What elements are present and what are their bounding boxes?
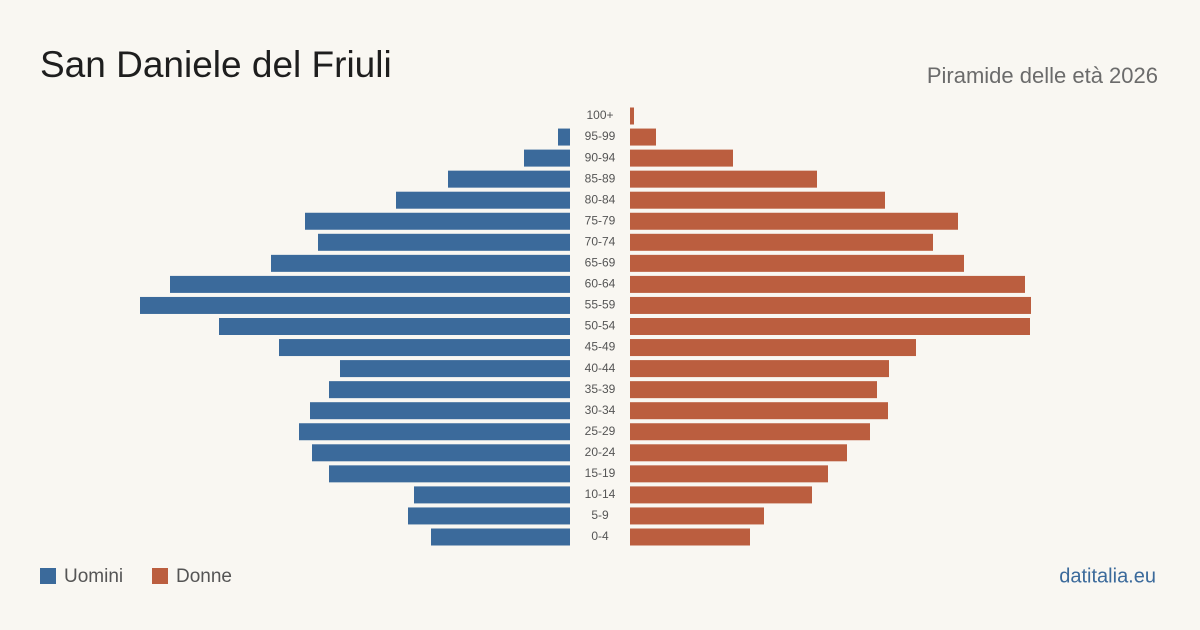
category-label: 40-44 bbox=[585, 361, 616, 375]
legend-label: Uomini bbox=[64, 566, 123, 587]
legend-swatch bbox=[40, 568, 56, 584]
bar bbox=[630, 212, 958, 230]
bar bbox=[630, 233, 933, 251]
bar bbox=[630, 381, 877, 399]
bar bbox=[630, 360, 889, 378]
bar bbox=[630, 275, 1025, 293]
category-label: 35-39 bbox=[585, 382, 616, 396]
bar bbox=[431, 528, 570, 546]
bar bbox=[170, 275, 570, 293]
category-label: 50-54 bbox=[585, 319, 616, 333]
bar bbox=[630, 170, 817, 188]
category-label: 30-34 bbox=[585, 403, 616, 417]
bar bbox=[630, 318, 1030, 335]
category-label: 70-74 bbox=[585, 234, 616, 248]
bar bbox=[630, 339, 916, 357]
bar bbox=[329, 465, 570, 483]
bar bbox=[271, 254, 570, 272]
category-label: 80-84 bbox=[585, 192, 616, 206]
category-label: 25-29 bbox=[585, 424, 616, 438]
category-label: 100+ bbox=[586, 108, 613, 122]
bar bbox=[630, 486, 812, 504]
chart-title: San Daniele del Friuli bbox=[40, 44, 392, 85]
bar bbox=[630, 528, 750, 546]
category-label: 45-49 bbox=[585, 340, 616, 354]
bar bbox=[558, 128, 570, 146]
bar bbox=[448, 170, 570, 188]
chart-subtitle: Piramide delle età 2026 bbox=[927, 63, 1158, 88]
bar bbox=[630, 107, 634, 125]
bar bbox=[524, 149, 570, 167]
bar bbox=[305, 212, 570, 230]
bar bbox=[310, 402, 570, 420]
bar bbox=[630, 296, 1031, 314]
bar bbox=[312, 444, 570, 462]
category-label: 95-99 bbox=[585, 129, 616, 143]
bar bbox=[279, 339, 570, 357]
category-label: 0-4 bbox=[591, 529, 609, 543]
category-label: 20-24 bbox=[585, 445, 616, 459]
bar bbox=[630, 402, 888, 420]
bar bbox=[396, 191, 570, 209]
bar bbox=[318, 233, 570, 251]
category-label: 55-59 bbox=[585, 298, 616, 312]
category-label: 5-9 bbox=[591, 508, 609, 522]
legend-swatch bbox=[152, 568, 168, 584]
bar bbox=[630, 507, 764, 525]
bar bbox=[630, 465, 828, 483]
category-label: 15-19 bbox=[585, 466, 616, 480]
bar bbox=[414, 486, 570, 504]
category-label: 75-79 bbox=[585, 213, 616, 227]
category-label: 60-64 bbox=[585, 277, 616, 291]
bar bbox=[630, 254, 964, 272]
bar bbox=[630, 444, 847, 462]
category-label: 85-89 bbox=[585, 171, 616, 185]
bar bbox=[340, 360, 570, 378]
category-label: 10-14 bbox=[585, 487, 616, 501]
bar bbox=[630, 423, 870, 441]
bar bbox=[299, 423, 570, 441]
bar bbox=[630, 128, 656, 146]
bar bbox=[219, 318, 570, 335]
bar bbox=[329, 381, 570, 399]
bar bbox=[630, 191, 885, 209]
bar bbox=[630, 149, 733, 167]
source: datitalia.eu bbox=[1059, 565, 1156, 587]
category-label: 90-94 bbox=[585, 150, 616, 164]
category-label: 65-69 bbox=[585, 256, 616, 270]
bar bbox=[140, 296, 570, 314]
bar bbox=[408, 507, 570, 525]
legend-label: Donne bbox=[176, 566, 232, 587]
